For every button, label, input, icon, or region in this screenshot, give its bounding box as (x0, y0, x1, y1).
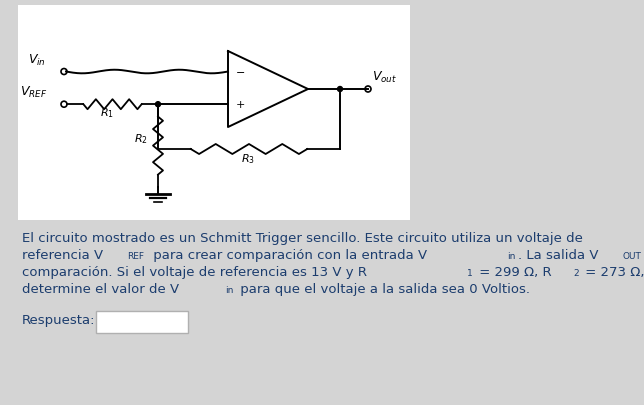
Text: $R_1$: $R_1$ (100, 106, 114, 120)
Text: in: in (225, 285, 233, 294)
Text: 1: 1 (467, 269, 473, 277)
Bar (18, 6, 410, 220)
Text: $V_{in}$: $V_{in}$ (28, 52, 46, 68)
Text: El circuito mostrado es un Schmitt Trigger sencillo. Este circuito utiliza un vo: El circuito mostrado es un Schmitt Trigg… (22, 231, 583, 244)
Text: 2: 2 (573, 269, 579, 277)
Text: −: − (236, 67, 245, 77)
Circle shape (155, 102, 160, 107)
Text: $V_{out}$: $V_{out}$ (372, 70, 397, 85)
Text: para que el voltaje a la salida sea 0 Voltios.: para que el voltaje a la salida sea 0 Vo… (236, 282, 529, 295)
Text: $R_2$: $R_2$ (134, 132, 148, 146)
Text: REF: REF (127, 252, 144, 260)
Text: = 299 Ω, R: = 299 Ω, R (475, 265, 551, 278)
Bar (96, 311, 188, 333)
Text: +: + (236, 100, 245, 110)
Text: in: in (507, 252, 516, 260)
Circle shape (337, 87, 343, 92)
Text: OUT: OUT (622, 252, 641, 260)
Text: . La salida V: . La salida V (518, 248, 599, 261)
Text: $R_3$: $R_3$ (241, 151, 255, 165)
Text: para crear comparación con la entrada V: para crear comparación con la entrada V (149, 248, 427, 261)
Text: Respuesta:: Respuesta: (22, 313, 95, 326)
Text: referencia V: referencia V (22, 248, 103, 261)
Text: determine el valor de V: determine el valor de V (22, 282, 179, 295)
Text: = 273 Ω, R: = 273 Ω, R (581, 265, 644, 278)
Text: $V_{REF}$: $V_{REF}$ (20, 85, 47, 100)
Text: comparación. Si el voltaje de referencia es 13 V y R: comparación. Si el voltaje de referencia… (22, 265, 367, 278)
